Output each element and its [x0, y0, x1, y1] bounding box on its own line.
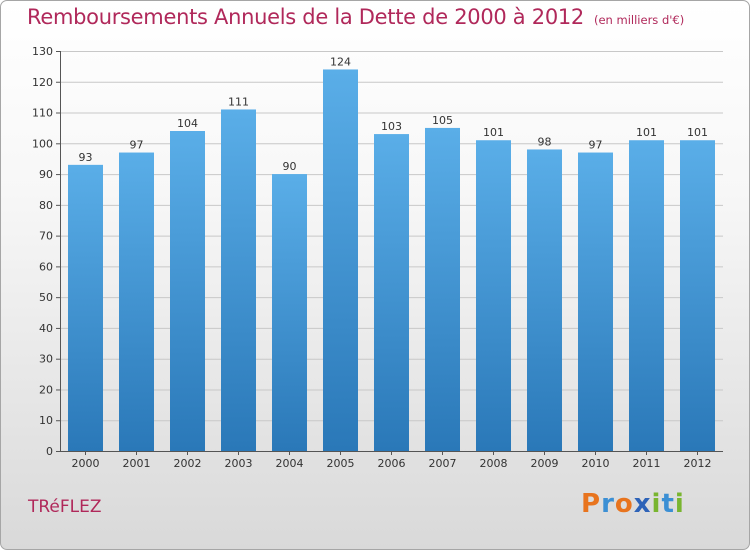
y-tick-label: 40 [39, 322, 53, 335]
data-label: 98 [538, 135, 552, 148]
data-label: 101 [483, 126, 504, 139]
x-tick-label: 2010 [582, 457, 610, 470]
x-tick-label: 2005 [327, 457, 355, 470]
data-label: 111 [228, 95, 249, 108]
data-label: 97 [589, 139, 603, 152]
bar-2008 [476, 140, 511, 451]
bar-2006 [374, 134, 409, 452]
logo-letter: r [601, 489, 615, 519]
chart-subtitle: (en milliers d'€) [594, 13, 685, 27]
bar-2001 [119, 152, 154, 452]
y-tick-label: 100 [32, 137, 53, 150]
data-label: 101 [687, 126, 708, 139]
x-tick-label: 2003 [225, 457, 253, 470]
x-tick-label: 2001 [123, 457, 151, 470]
y-tick-label: 130 [32, 45, 53, 58]
bar-2012 [680, 140, 715, 451]
bar-2005 [323, 69, 358, 451]
y-tick-label: 110 [32, 107, 53, 120]
bar-2000 [68, 164, 103, 451]
bar-2011 [629, 140, 664, 451]
data-label: 93 [79, 151, 93, 164]
data-label: 103 [381, 120, 402, 133]
logo-letter: i [651, 489, 662, 519]
data-label: 97 [130, 139, 144, 152]
y-tick-label: 50 [39, 291, 53, 304]
x-tick-label: 2011 [633, 457, 661, 470]
x-tick-label: 2012 [684, 457, 712, 470]
y-tick-label: 0 [46, 445, 53, 458]
commune-name: TRéFLEZ [28, 497, 102, 517]
title-row: Remboursements Annuels de la Dette de 20… [27, 5, 684, 29]
data-label: 90 [283, 160, 297, 173]
data-label: 105 [432, 114, 453, 127]
bar-2007 [425, 127, 460, 451]
y-tick-label: 90 [39, 168, 53, 181]
logo-letter: x [633, 489, 652, 519]
bar-2004 [272, 174, 307, 452]
proxiti-logo[interactable]: Proxiti [581, 489, 685, 519]
data-label: 101 [636, 126, 657, 139]
bar-2003 [221, 109, 256, 451]
y-tick-label: 80 [39, 199, 53, 212]
x-tick-label: 2008 [480, 457, 508, 470]
y-tick-label: 30 [39, 353, 53, 366]
y-tick-label: 120 [32, 76, 53, 89]
bars [68, 69, 715, 452]
y-tick-label: 70 [39, 230, 53, 243]
x-tick-label: 2000 [72, 457, 100, 470]
data-labels: 93 97 104 111 90 124 103 105 101 98 97 101 101 [79, 55, 709, 173]
chart-title: Remboursements Annuels de la Dette de 20… [27, 5, 584, 29]
x-tick-label: 2002 [174, 457, 202, 470]
logo-letter: P [581, 489, 602, 519]
bar-2002 [170, 131, 205, 451]
data-label: 104 [177, 117, 198, 130]
x-tick-label: 2004 [276, 457, 304, 470]
x-tick-label: 2007 [429, 457, 457, 470]
bar-2010 [578, 152, 613, 452]
y-tick-label: 20 [39, 383, 53, 396]
bar-2009 [527, 149, 562, 451]
y-tick-label: 60 [39, 260, 53, 273]
x-tick-label: 2009 [531, 457, 559, 470]
logo-letter: o [614, 489, 634, 519]
axes: 0 10 20 30 40 50 60 70 80 90 100 110 120 130 2000 2001 2… [32, 45, 723, 470]
x-tick-label: 2006 [378, 457, 406, 470]
data-label: 124 [330, 55, 351, 68]
logo-letter: t [661, 489, 675, 519]
logo-letter: i [674, 489, 685, 519]
y-tick-label: 10 [39, 414, 53, 427]
